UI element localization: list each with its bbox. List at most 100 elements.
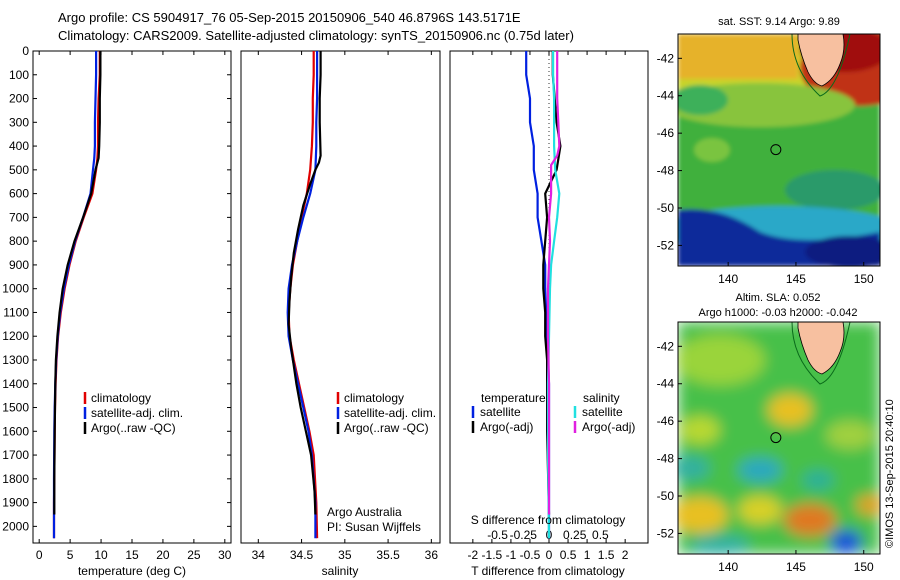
temperature-tick-label: 5 — [67, 548, 74, 562]
legend-label-sal-satellite: satellite — [582, 405, 623, 419]
salinity-tick-label: 35 — [338, 548, 352, 562]
depth-tick-label: 1500 — [2, 401, 29, 415]
temperature-tick-label: 20 — [156, 548, 170, 562]
sst-lat-ticks: -42 -44 -46 -48 -50 -52 — [657, 51, 682, 252]
depth-tick-label: 1800 — [2, 472, 29, 486]
t-diff-tick-label: 2 — [622, 548, 629, 562]
depth-tick-label: 500 — [9, 163, 29, 177]
t-diff-tick-labels: -2 -1.5 -1 -0.5 0 0.5 1 1.5 2 — [468, 51, 629, 562]
temperature-tick-label: 25 — [187, 548, 201, 562]
temperature-tick-label: 0 — [36, 548, 43, 562]
depth-tick-label: 900 — [9, 258, 29, 272]
sla-map-panel: Altim. SLA: 0.052 Argo h1000: -0.03 h200… — [657, 292, 881, 574]
depth-tick-label: 1900 — [2, 496, 29, 510]
depth-tick-label: 300 — [9, 115, 29, 129]
lat-tick-label: -46 — [657, 126, 675, 140]
s-diff-tick-label: -0.25 — [510, 528, 538, 542]
sla-map-image — [678, 322, 880, 554]
sst-map-frame — [677, 33, 881, 267]
lat-tick-label: -42 — [657, 51, 675, 65]
lat-tick-label: -42 — [657, 339, 675, 353]
legend-label-satellite: satellite-adj. clim. — [344, 406, 436, 420]
legend-label-climatology: climatology — [91, 391, 151, 405]
t-diff-tick-label: -0.5 — [520, 548, 541, 562]
legend-label-temp-satellite: satellite — [480, 405, 521, 419]
legend-label-satellite: satellite-adj. clim. — [91, 406, 183, 420]
salinity-tick-label: 36 — [425, 548, 439, 562]
legend-header-temperature: temperature — [481, 391, 546, 405]
salinity-tick-label: 34.5 — [290, 548, 314, 562]
s-diff-axis-label: S difference from climatology — [471, 513, 626, 527]
salinity-tick-label: 35.5 — [376, 548, 400, 562]
t-diff-tick-label: 1.5 — [598, 548, 615, 562]
salinity-series — [286, 51, 322, 539]
sst-lon-ticks: 140 145 150 — [718, 262, 874, 286]
depth-tick-label: 100 — [9, 68, 29, 82]
lon-tick-label: 145 — [786, 560, 806, 574]
lon-tick-label: 150 — [854, 560, 874, 574]
salinity-tick-labels: 34 34.5 35 35.5 36 — [252, 51, 439, 562]
lat-tick-label: -46 — [657, 414, 675, 428]
lon-tick-label: 140 — [718, 560, 738, 574]
difference-panel: -2 -1.5 -1 -0.5 0 0.5 1 1.5 2 -0.5 -0.25 0 0.25 0.5 … — [449, 50, 649, 578]
salinity-argo-line — [287, 51, 322, 515]
temperature-tick-label: 10 — [94, 548, 108, 562]
lat-tick-label: -48 — [657, 164, 675, 178]
legend-label-argo: Argo(..raw -QC) — [91, 421, 176, 435]
t-diff-tick-label: -1 — [506, 548, 517, 562]
depth-tick-label: 1100 — [3, 305, 29, 319]
lat-tick-label: -50 — [657, 489, 675, 503]
salinity-legend: climatology satellite-adj. clim. Argo(..… — [336, 391, 436, 435]
depth-tick-label: 1300 — [2, 353, 29, 367]
float-program-label: Argo Australia — [327, 505, 402, 519]
depth-tick-label: 1700 — [2, 448, 29, 462]
t-diff-tick-label: 0 — [546, 548, 553, 562]
t-diff-tick-label: -1.5 — [482, 548, 503, 562]
sla-lat-ticks: -42 -44 -46 -48 -50 -52 — [657, 339, 682, 540]
lon-tick-label: 145 — [786, 272, 806, 286]
sst-map-image — [678, 34, 880, 266]
s-diff-tick-label: 0.25 — [563, 528, 587, 542]
lon-tick-label: 140 — [718, 272, 738, 286]
lat-tick-label: -52 — [657, 238, 675, 252]
salinity-axes-box — [240, 50, 441, 544]
temperature-tick-label: 30 — [218, 548, 232, 562]
legend-label-argo: Argo(..raw -QC) — [344, 421, 429, 435]
sst-map-title: sat. SST: 9.14 Argo: 9.89 — [718, 16, 840, 28]
temperature-series — [52, 51, 102, 539]
legend-label-climatology: climatology — [344, 391, 404, 405]
sla-map-frame — [677, 321, 881, 555]
temperature-axes-box — [32, 50, 232, 544]
lon-tick-label: 150 — [854, 272, 874, 286]
sst-float-marker — [770, 144, 782, 156]
lat-tick-label: -44 — [657, 377, 675, 391]
t-diff-argo-line — [542, 51, 562, 515]
temperature-legend: climatology satellite-adj. clim. Argo(..… — [83, 391, 183, 435]
difference-series — [525, 51, 562, 539]
s-diff-tick-label: -0.5 — [487, 528, 508, 542]
lat-tick-label: -44 — [657, 89, 675, 103]
depth-tick-label: 200 — [9, 92, 29, 106]
sla-map-title: Altim. SLA: 0.052 — [736, 292, 821, 304]
salinity-tick-label: 34 — [252, 548, 266, 562]
s-diff-argo-line — [546, 51, 561, 515]
temperature-argo-line — [53, 51, 102, 515]
t-diff-tick-label: -2 — [468, 548, 479, 562]
legend-label-sal-argo: Argo(-adj) — [582, 420, 635, 434]
legend-header-salinity: salinity — [583, 391, 620, 405]
sla-map-subtitle: Argo h1000: -0.03 h2000: -0.042 — [698, 307, 857, 319]
depth-tick-label: 800 — [9, 234, 29, 248]
depth-tick-label: 600 — [9, 187, 29, 201]
depth-tick-label: 1200 — [2, 329, 29, 343]
float-pi-label: PI: Susan Wijffels — [327, 520, 421, 534]
depth-tick-label: 0 — [22, 44, 29, 58]
depth-tick-label: 1400 — [2, 377, 29, 391]
sst-map-panel: sat. SST: 9.14 Argo: 9.89 140 145 150 — [657, 16, 881, 286]
sla-lon-ticks: 140 145 150 — [718, 550, 874, 574]
lat-tick-label: -52 — [657, 526, 675, 540]
depth-tick-label: 400 — [9, 139, 29, 153]
s-diff-tick-label: 0.5 — [592, 528, 609, 542]
salinity-axis-label: salinity — [322, 564, 359, 578]
lat-tick-label: -48 — [657, 452, 675, 466]
